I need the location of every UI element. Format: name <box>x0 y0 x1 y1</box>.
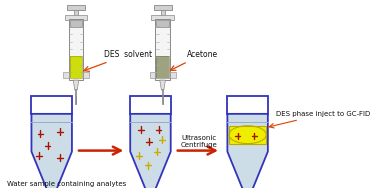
Polygon shape <box>227 114 268 189</box>
Bar <box>170 72 176 78</box>
Bar <box>155 19 170 80</box>
Bar <box>151 15 174 19</box>
Bar <box>69 19 83 80</box>
Bar <box>74 10 78 22</box>
Text: Acetone: Acetone <box>170 50 218 70</box>
Bar <box>150 72 155 78</box>
Bar <box>65 15 87 19</box>
Polygon shape <box>130 114 171 189</box>
Bar <box>156 56 169 78</box>
Polygon shape <box>73 80 79 90</box>
Polygon shape <box>160 80 166 90</box>
Bar <box>161 10 165 22</box>
Bar <box>32 96 72 114</box>
Bar <box>156 56 169 78</box>
Bar <box>156 19 169 27</box>
Bar <box>130 96 171 114</box>
Bar <box>83 72 89 78</box>
Bar <box>154 5 171 10</box>
Text: DES  solvent: DES solvent <box>84 50 153 71</box>
Text: Ultrasonic
Centrifuge: Ultrasonic Centrifuge <box>181 135 217 148</box>
Bar <box>70 19 83 27</box>
Bar <box>70 56 83 78</box>
Bar <box>229 126 266 144</box>
Polygon shape <box>32 114 72 189</box>
Bar <box>227 96 268 114</box>
Text: DES phase inject to GC-FID: DES phase inject to GC-FID <box>269 111 370 128</box>
Bar <box>70 56 83 78</box>
Bar <box>63 72 69 78</box>
Bar <box>67 5 85 10</box>
Text: Water sample containing analytes: Water sample containing analytes <box>7 181 126 187</box>
